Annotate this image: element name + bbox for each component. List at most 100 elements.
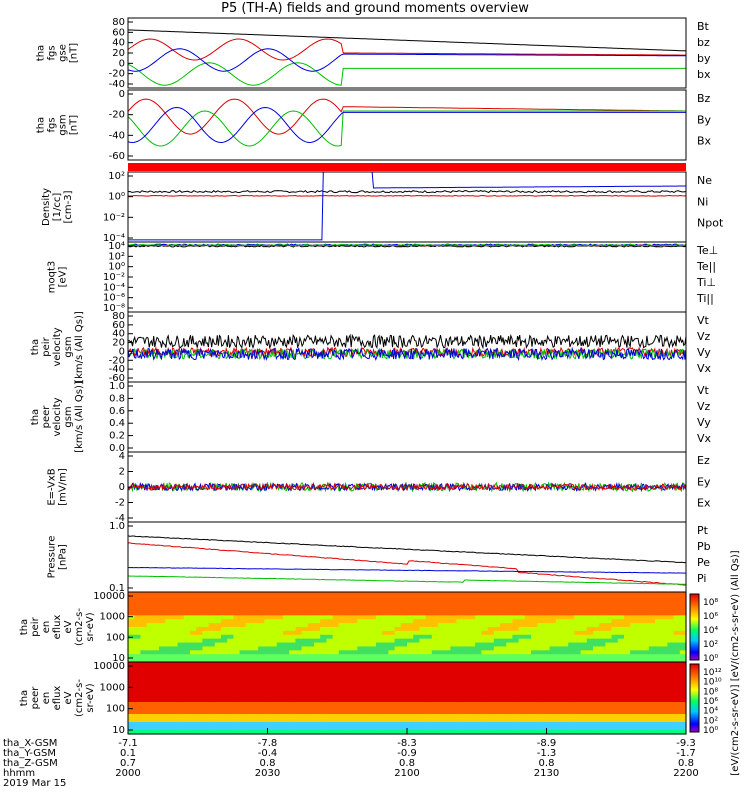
spectrogram-cell: [617, 714, 625, 719]
spectrogram-cell: [258, 619, 265, 624]
ytick-fgs-gse: 40: [112, 38, 125, 49]
spectrogram-cell: [431, 726, 439, 731]
spectrogram-cell: [363, 718, 371, 723]
spectrogram-cell: [338, 682, 346, 687]
spectrogram-cell: [462, 611, 470, 616]
spectrogram-cell: [655, 607, 662, 613]
spectrogram-cell: [196, 670, 203, 675]
spectrogram-cell: [146, 674, 154, 679]
spectrogram-cell: [128, 627, 135, 632]
spectrogram-cell: [171, 611, 179, 616]
spectrogram-cell: [431, 592, 439, 597]
spectrogram-cell: [345, 678, 352, 683]
spectrogram-cell: [171, 634, 179, 640]
spectrogram-cell: [376, 646, 383, 651]
spectrogram-cell: [202, 646, 210, 651]
spectrogram-cell: [351, 615, 358, 620]
spectrogram-cell: [543, 678, 551, 683]
spectrogram-cell: [208, 619, 216, 624]
spectrogram-cell: [338, 599, 346, 605]
spectrogram-cell: [524, 718, 532, 723]
spectrogram-cell: [512, 682, 520, 687]
spectrogram-cell: [487, 615, 495, 620]
spectrogram-cell: [475, 611, 482, 616]
spectrogram-cell: [264, 670, 272, 675]
legend-fgs-gse: Bt: [697, 20, 710, 33]
spectrogram-cell: [642, 710, 650, 715]
spectrogram-cell: [419, 686, 427, 691]
spectrogram-cell: [338, 623, 346, 628]
legend-density: Ni: [697, 195, 708, 208]
spectrogram-cell: [202, 694, 210, 699]
spectrogram-cell: [537, 690, 544, 695]
spectrogram-cell: [239, 611, 247, 616]
spectrogram-cell: [171, 714, 179, 719]
spectrogram-cell: [524, 666, 532, 671]
spectrogram-cell: [518, 690, 526, 695]
spectrogram-cell: [407, 706, 414, 711]
spectrogram-cell: [543, 638, 551, 644]
spectrogram-cell: [159, 718, 166, 723]
spectrogram-cell: [146, 702, 154, 707]
spectrogram-cell: [301, 638, 309, 644]
spectrogram-cell: [531, 722, 538, 727]
spectrogram-cell: [196, 726, 203, 731]
spectrogram-cell: [599, 658, 606, 663]
spectrogram-cell: [307, 646, 315, 651]
spectrogram-cell: [493, 611, 501, 616]
spectrogram-cell: [190, 722, 197, 727]
spectrogram-cell: [512, 678, 520, 683]
spectrogram-cell: [555, 630, 563, 636]
spectrogram-cell: [208, 698, 216, 703]
spectrogram-cell: [636, 592, 644, 597]
spectrogram-cell: [407, 650, 414, 655]
spectrogram-cell: [593, 627, 600, 632]
spectrogram-cell: [202, 607, 210, 613]
spectrogram-cell: [295, 674, 303, 679]
spectrogram-cell: [233, 706, 241, 711]
ytick-fgs-gsm: 0: [119, 89, 125, 100]
spectrogram-cell: [363, 678, 371, 683]
spectrogram-cell: [252, 666, 259, 671]
spectrogram-cell: [524, 694, 532, 699]
spectrogram-cell: [301, 634, 309, 640]
spectrogram-cell: [624, 634, 631, 640]
spectrogram-cell: [599, 634, 606, 640]
spectrogram-cell: [258, 686, 265, 691]
spectrogram-cell: [258, 611, 265, 616]
spectrogram-cell: [152, 718, 160, 723]
spectrogram-cell: [456, 718, 464, 723]
spectrogram-cell: [642, 666, 650, 671]
spectrogram-cell: [307, 698, 315, 703]
spectrogram-cell: [636, 702, 644, 707]
spectrogram-cell: [431, 615, 439, 620]
spectrogram-cell: [624, 603, 631, 609]
spectrogram-cell: [456, 611, 464, 616]
spectrogram-cell: [165, 722, 172, 727]
spectrogram-cell: [624, 690, 631, 695]
spectrogram-cell: [667, 619, 675, 624]
spectrogram-cell: [314, 615, 321, 620]
spectrogram-cell: [469, 710, 476, 715]
spectrogram-cell: [307, 722, 315, 727]
spectrogram-cell: [648, 666, 656, 671]
spectrogram-cell: [586, 595, 594, 601]
spectrogram-cell: [345, 607, 352, 613]
spectrogram-cell: [444, 694, 451, 699]
spectrogram-cell: [400, 702, 408, 707]
spectrogram-cell: [295, 730, 303, 735]
spectrogram-cell: [667, 678, 675, 683]
spectrogram-cell: [679, 607, 687, 613]
spectrogram-cell: [599, 666, 606, 671]
spectrogram-cell: [518, 710, 526, 715]
spectrogram-cell: [314, 658, 321, 663]
spectrogram-cell: [221, 694, 228, 699]
spectrogram-cell: [500, 630, 507, 636]
spectrogram-cell: [357, 607, 365, 613]
spectrogram-cell: [152, 670, 160, 675]
spectrogram-cell: [679, 634, 687, 640]
series-ni: [127, 189, 687, 194]
spectrogram-cell: [555, 658, 563, 663]
spectrogram-cell: [140, 607, 148, 613]
spectrogram-cell: [425, 615, 433, 620]
